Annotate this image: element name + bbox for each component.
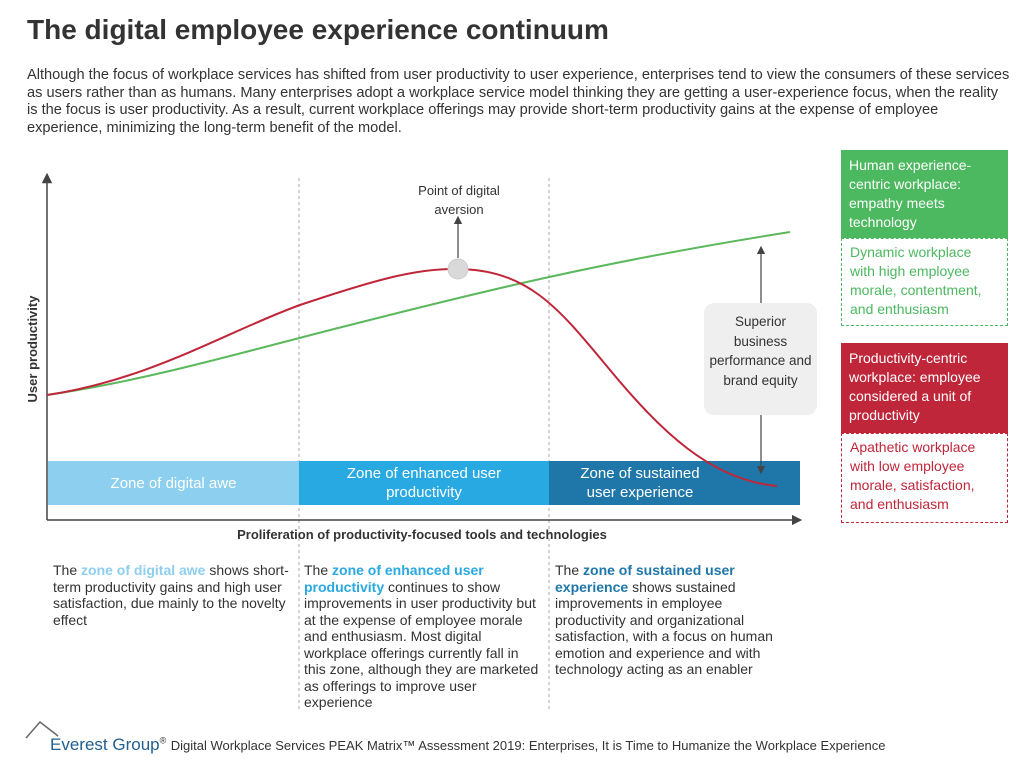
zone-label: Zone of sustained user experience (580, 465, 700, 501)
highlight: zone of enhanced user productivity (304, 562, 484, 595)
zone-label: Zone of enhanced user productivity (346, 465, 502, 501)
text: The (53, 562, 78, 578)
zone-band (299, 461, 549, 505)
text: shows short-term productivity gains and … (53, 562, 289, 628)
highlight: zone of digital awe (81, 562, 206, 578)
logo-mark (25, 720, 59, 739)
registered: ® (159, 735, 167, 746)
peak-marker (447, 258, 469, 280)
zone-description: The zone of enhanced user productivity c… (304, 562, 544, 711)
human-centric-curve (46, 231, 791, 396)
peak-callout: Point of digital aversion (418, 183, 500, 217)
legend-description: Apathetic workplace with low employee mo… (841, 433, 1008, 523)
zone-label: Zone of digital awe (110, 474, 237, 492)
productivity-centric-curve (46, 267, 778, 487)
footer: Everest Group® Digital Workplace Service… (50, 735, 886, 755)
text: The (304, 562, 329, 578)
highlight: zone of sustained user experience (555, 562, 735, 595)
legend-title: Productivity-centric workplace: employee… (841, 343, 1008, 433)
zone-band (48, 461, 299, 505)
title: The digital employee experience continuu… (27, 14, 609, 45)
zone-description: The zone of digital awe shows short-term… (53, 562, 293, 628)
box-callout: Superior business performance and brand … (709, 314, 812, 388)
intro: Although the focus of workplace services… (27, 67, 1010, 136)
text: continues to show improvements in user p… (304, 578, 539, 711)
y-axis-label: User productivity (25, 295, 40, 403)
text: The (555, 562, 580, 578)
legend-title: Human experience-centric workplace: empa… (841, 150, 1008, 238)
callout-box (704, 303, 817, 415)
brand: Everest Group (50, 735, 160, 754)
text: shows sustained improvements in employee… (555, 578, 773, 678)
citation: Digital Workplace Services PEAK Matrix™ … (170, 738, 886, 753)
legend-description: Dynamic workplace with high employee mor… (841, 238, 1008, 326)
x-axis-label: Proliferation of productivity-focused to… (237, 527, 607, 542)
zone-description: The zone of sustained user experience sh… (555, 562, 795, 678)
